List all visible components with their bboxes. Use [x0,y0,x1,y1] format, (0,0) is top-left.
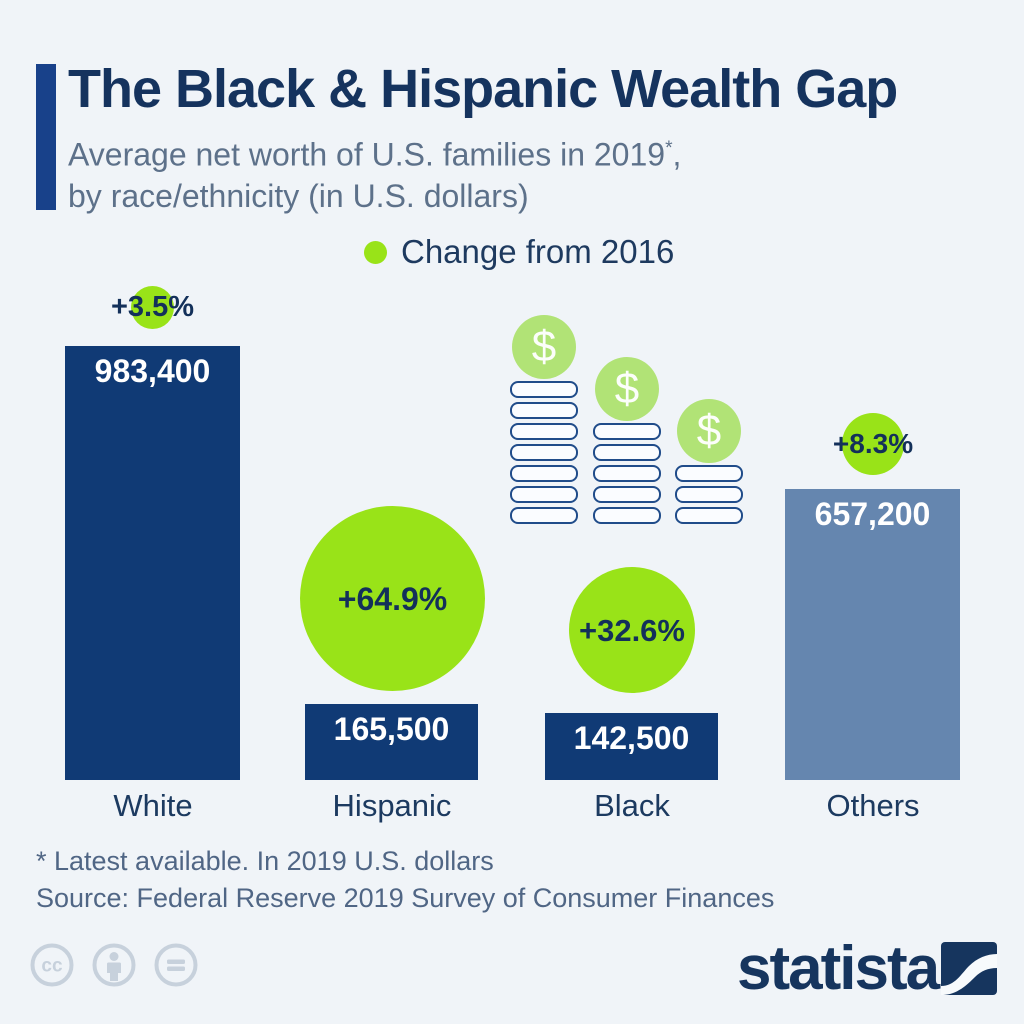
bar-value-others: 657,200 [814,496,931,532]
page-title: The Black & Hispanic Wealth Gap [68,59,898,119]
coin-icon [510,444,578,461]
change-value-white: +3.5% [110,291,195,323]
coin-icon [675,486,743,503]
dollar-coin-icon: $ [512,315,576,379]
category-label-hispanic: Hispanic [332,788,452,823]
coin-icon [510,465,578,482]
change-bubble-white: +3.5% [111,286,194,329]
category-label-others: Others [826,788,920,823]
coin-icon [510,423,578,440]
no-derivatives-icon [154,943,198,987]
dollar-coin-icon: $ [595,357,659,421]
title-accent-bar [36,64,56,210]
category-label-black: Black [594,788,670,823]
coin-icon [510,402,578,419]
change-bubble-black: +32.6% [569,567,695,693]
legend-dot-icon [364,240,387,264]
legend-label: Change from 2016 [401,233,675,270]
cc-icon: cc [30,943,74,987]
subtitle-line-2: by race/ethnicity (in U.S. dollars) [68,177,529,214]
coin-icon [510,381,578,398]
coin-stack-1 [510,381,578,528]
coin-icon [675,465,743,482]
bar-value-white: 983,400 [94,353,211,389]
footnote-source: Source: Federal Reserve 2019 Survey of C… [36,883,775,913]
bar-hispanic: 165,500 [305,704,478,780]
bar-others: 657,200 [785,489,960,780]
coin-icon [593,423,661,440]
page-subtitle: Average net worth of U.S. families in 20… [68,128,681,217]
subtitle-text: Average net worth of U.S. families in 20… [68,136,666,173]
coin-icon [593,486,661,503]
bar-white: 983,400 [65,346,240,780]
category-label-white: White [113,788,193,823]
bar-value-black: 142,500 [573,720,690,756]
coin-icon [593,465,661,482]
coin-icon [510,507,578,524]
subtitle-comma: , [672,136,682,173]
coin-icon [510,486,578,503]
legend: Change from 2016 [364,233,674,271]
bar-black: 142,500 [545,713,718,780]
coin-icon [593,444,661,461]
footnote-asterisk: * Latest available. In 2019 U.S. dollars [36,846,494,876]
subtitle-line-1: Average net worth of U.S. families in 20… [68,128,681,176]
change-value-hispanic: +64.9% [337,580,448,617]
bar-value-hispanic: 165,500 [333,711,450,747]
statista-wordmark: statista [737,934,940,1003]
dollar-coin-icon: $ [677,399,741,463]
coin-icon [675,507,743,524]
coin-stack-2 [593,423,661,528]
svg-text:cc: cc [41,956,63,977]
change-bubble-hispanic: +64.9% [300,506,485,691]
coin-icon [593,507,661,524]
statista-logo-icon [941,942,997,995]
change-value-others: +8.3% [832,428,914,459]
footnote-marker: * [665,138,673,159]
change-value-black: +32.6% [578,612,685,648]
coin-stack-3 [675,465,743,528]
cc-license-badges: cc [29,942,199,988]
attribution-icon [92,943,136,987]
change-bubble-others: +8.3% [833,413,913,475]
